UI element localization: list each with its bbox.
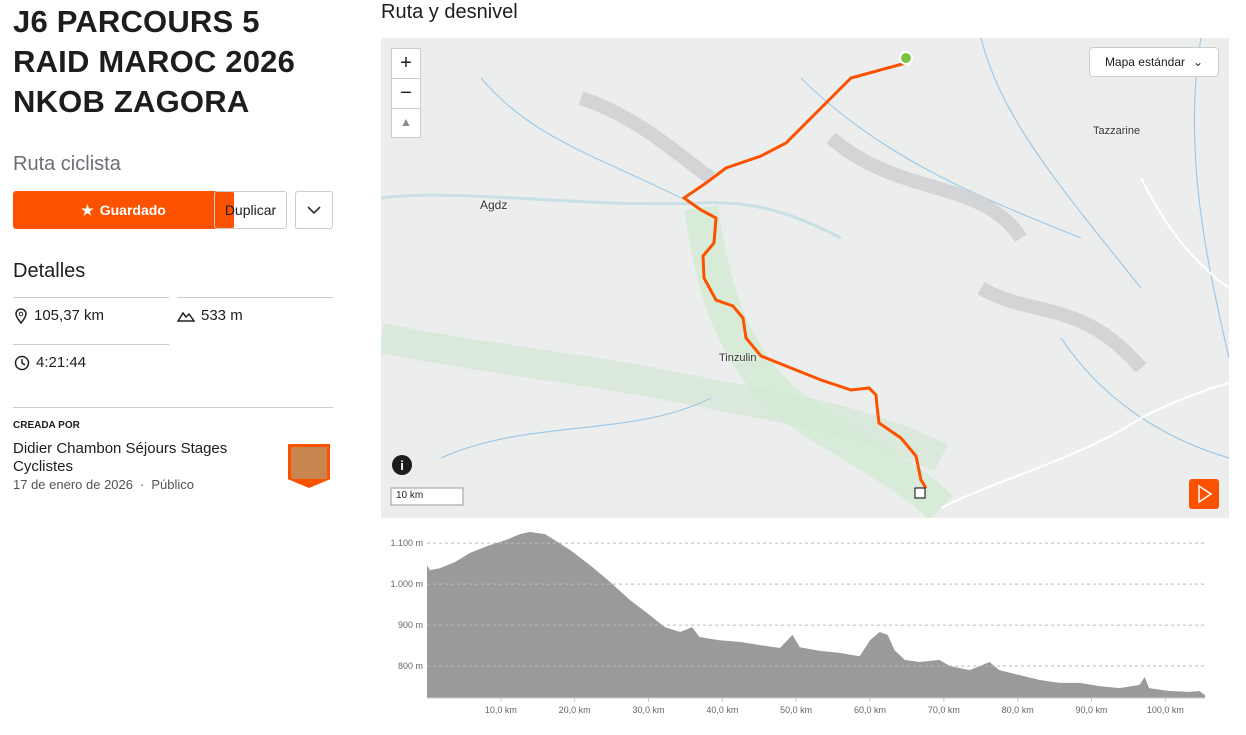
x-tick-label: 30,0 km [632,705,664,715]
x-tick-label: 90,0 km [1076,705,1108,715]
dropdown-arrow: ⌄ [1193,55,1204,69]
elevation-area [427,532,1205,698]
duplicate-label: Duplicar [224,202,277,218]
x-tick-label: 60,0 km [854,705,886,715]
pin-icon [15,307,27,324]
title-line: NKOB ZAGORA [13,84,250,119]
star-icon: ★ [81,201,94,218]
duplicate-button[interactable]: Duplicar [214,191,287,229]
creator-name[interactable]: Didier Chambon Séjours Stages Cyclistes [13,440,228,475]
created-date: 17 de enero de 2026 [13,477,133,492]
save-button[interactable]: ★ Guardado [13,191,234,229]
place-label: Agdz [480,198,508,212]
clock-icon [14,355,30,370]
x-tick-label: 100,0 km [1147,705,1184,715]
distance-stat: 105,37 km [14,307,104,324]
map-style-selector[interactable]: Mapa estándar ⌄ [1089,47,1219,77]
time-value: 4:21:44 [36,354,87,371]
map-background: i [381,38,1229,518]
y-tick-label: 800 m [398,661,423,671]
separator: · [140,477,145,492]
place-label: Tinzulin [719,352,757,364]
creator-label: CREADA POR [13,420,80,431]
map-style-label: Mapa estándar [1104,55,1185,69]
title-line: RAID MAROC 2026 [13,44,296,79]
save-label: Guardado [99,202,166,218]
divider [13,344,169,345]
compass[interactable]: ▲ [391,108,421,138]
divider [177,297,333,298]
map-scale: 10 km [396,490,424,501]
visibility: Público [151,477,194,492]
x-tick-label: 10,0 km [485,705,517,715]
creator-meta: 17 de enero de 2026 · Público [13,477,194,492]
elevation-stat: 533 m [177,307,243,324]
x-tick-label: 20,0 km [559,705,591,715]
more-button[interactable] [295,191,333,229]
x-tick-label: 80,0 km [1002,705,1034,715]
zoom-out[interactable]: − [391,78,421,110]
mountain-icon [177,311,195,322]
route-title: J6 PARCOURS 5 RAID MAROC 2026 NKOB ZAGOR… [13,2,295,122]
elevation-chart: 800 m 900 m 1.000 m 1.100 m 10,0 km 20,0 km 30… [390,532,1205,715]
avatar[interactable] [288,444,330,488]
chevron [307,206,321,215]
section-title: Ruta y desnivel [381,1,518,23]
details-title: Detalles [13,260,86,282]
elevation-value: 533 m [201,307,243,324]
y-tick-label: 900 m [398,620,423,630]
x-tick-label: 40,0 km [706,705,738,715]
route-type: Ruta ciclista [13,153,121,175]
svg-text:i: i [400,458,404,473]
time-stat: 4:21:44 [14,354,86,371]
title-line: J6 PARCOURS 5 [13,4,260,39]
zoom-in[interactable]: + [391,48,421,80]
x-tick-label: 50,0 km [780,705,812,715]
x-tick-label: 70,0 km [928,705,960,715]
avatar-image [291,447,327,479]
y-tick-label: 1.100 m [390,538,423,548]
place-label: Tazzarine [1093,125,1141,137]
divider [13,297,169,298]
map[interactable]: i + − ▲ Mapa estándar ⌄ Agdz Tazzarine Ti… [381,38,1229,518]
distance-value: 105,37 km [34,307,105,324]
y-tick-label: 1.000 m [390,579,423,589]
divider [13,407,333,408]
